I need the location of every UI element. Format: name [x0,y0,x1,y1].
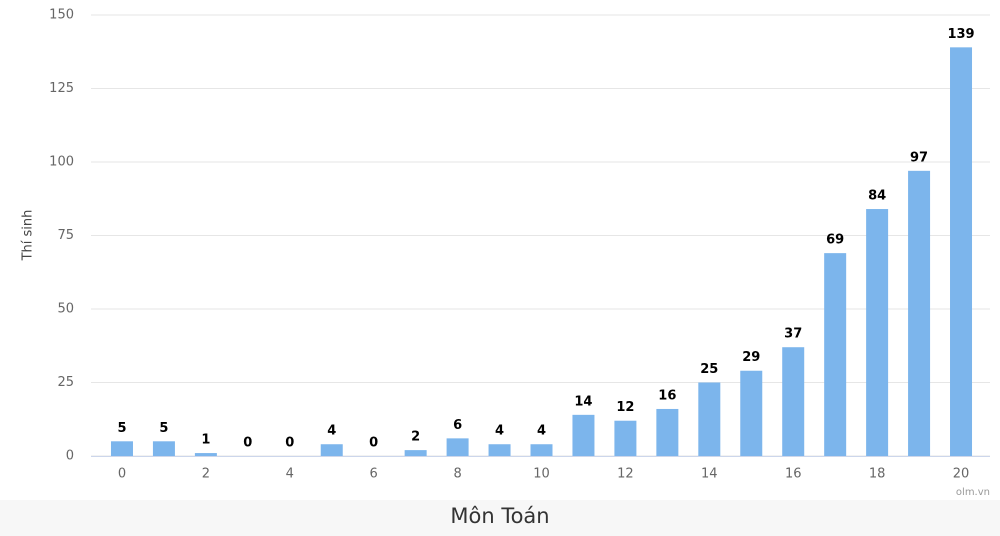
bar [572,414,595,456]
bar [110,441,133,456]
bar [908,170,931,456]
x-tick-label: 18 [869,467,886,482]
data-label: 139 [947,27,974,42]
bar [656,408,679,456]
bar [866,209,889,456]
x-tick-label: 16 [785,467,802,482]
bar [740,370,763,456]
x-tick-label: 6 [370,467,378,482]
data-label: 2 [411,430,420,445]
data-label: 29 [742,350,760,365]
data-label: 0 [243,436,252,451]
data-label: 97 [910,150,928,165]
bar [950,47,973,457]
y-tick-label: 125 [49,81,74,96]
data-label: 0 [369,436,378,451]
bar [698,382,721,456]
x-tick-label: 0 [118,467,126,482]
data-label: 6 [453,418,462,433]
y-tick-label: 0 [66,449,74,464]
bar [782,347,805,456]
chart-title: Môn Toán [450,504,549,528]
data-label: 4 [495,424,504,439]
bar [530,444,553,456]
data-label: 25 [700,362,718,377]
data-label: 37 [784,327,802,342]
title-band [0,500,1000,536]
data-label: 4 [537,424,546,439]
bar [824,253,847,456]
y-tick-label: 150 [49,8,74,23]
bar [194,453,217,456]
y-tick-label: 75 [57,228,74,243]
bar [152,441,175,456]
x-tick-label: 2 [202,467,210,482]
credit: olm.vn [956,487,990,498]
data-label: 0 [285,436,294,451]
y-tick-label: 50 [57,302,74,317]
bar [614,420,637,456]
bar [488,444,511,456]
data-label: 12 [616,400,634,415]
y-tick-label: 25 [57,375,74,390]
data-label: 5 [159,421,168,436]
bar [446,438,469,456]
x-tick-label: 14 [701,467,718,482]
bar [320,444,343,456]
x-tick-label: 4 [286,467,294,482]
data-label: 84 [868,189,886,204]
y-axis-label: Thí sinh [21,210,36,262]
data-label: 16 [658,388,676,403]
x-tick-label: 12 [617,467,634,482]
bar [404,450,427,456]
x-tick-label: 8 [453,467,461,482]
y-tick-label: 100 [49,155,74,170]
x-tick-label: 10 [533,467,550,482]
data-label: 1 [201,433,210,448]
data-label: 69 [826,233,844,248]
x-tick-label: 20 [953,467,970,482]
data-label: 4 [327,424,336,439]
data-label: 5 [117,421,126,436]
data-label: 14 [574,394,592,409]
